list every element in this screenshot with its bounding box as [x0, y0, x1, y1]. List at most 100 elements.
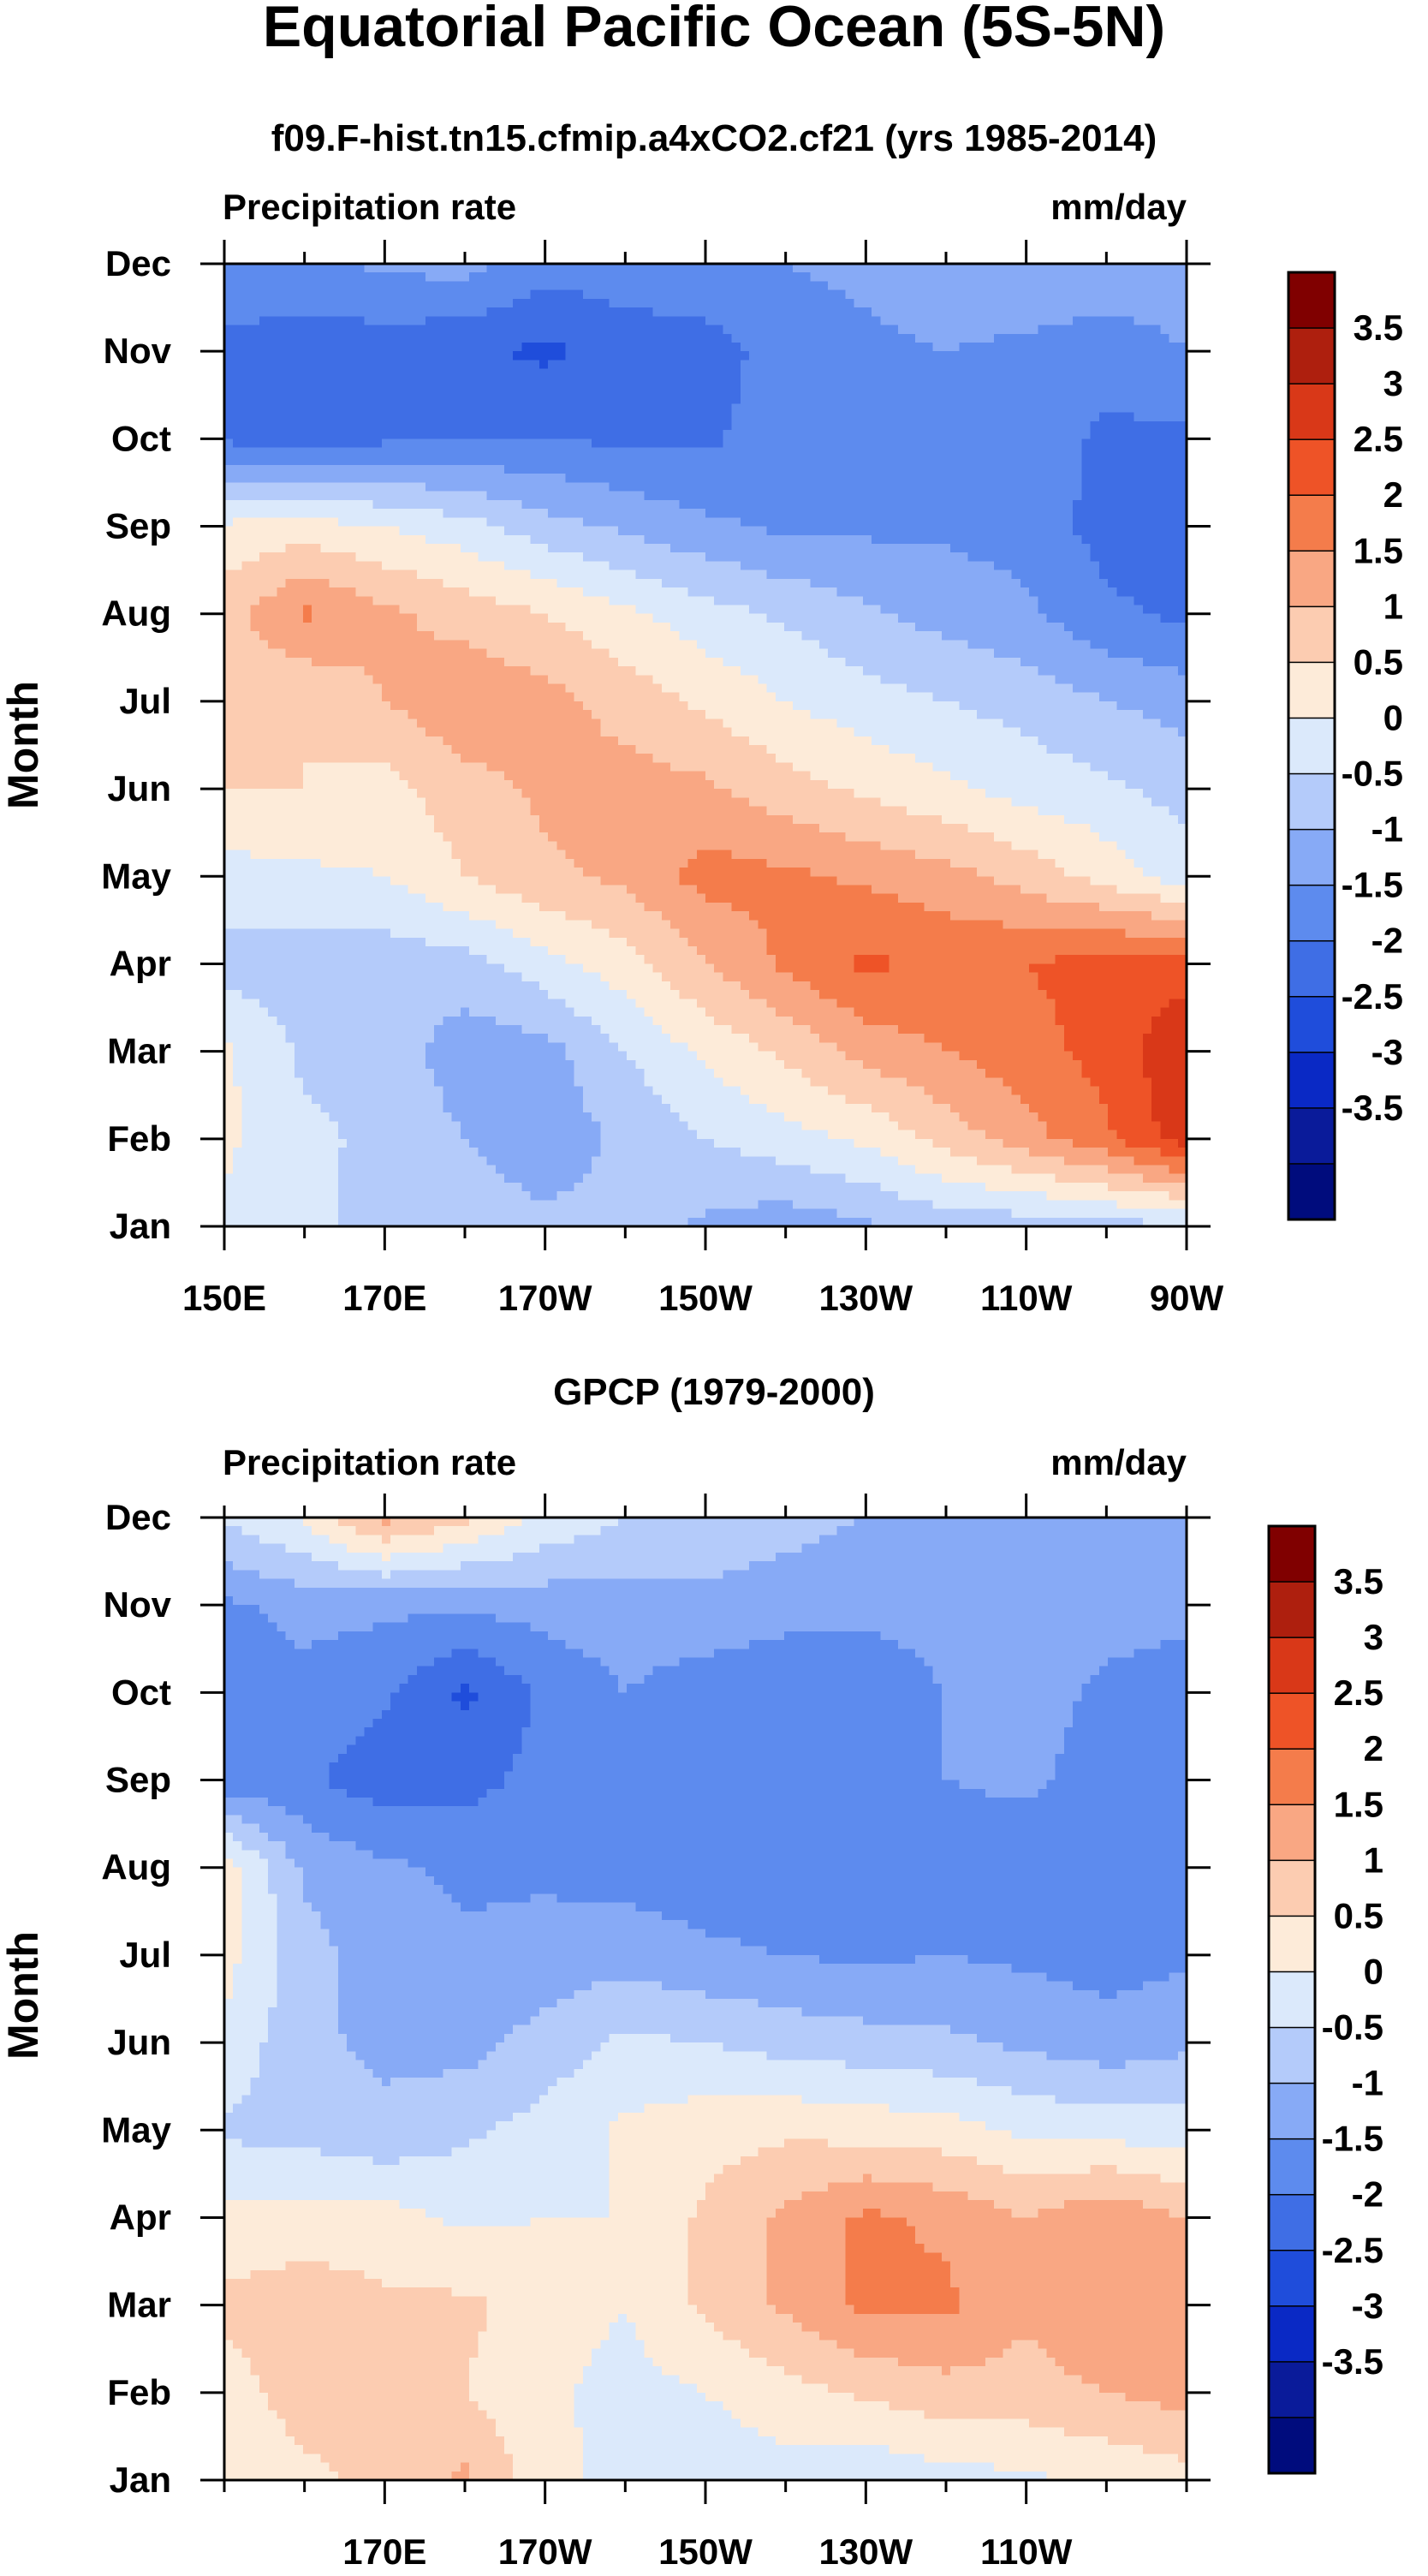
- contour-cell: [224, 2261, 287, 2271]
- contour-cell: [277, 1981, 339, 1991]
- contour-cell: [381, 692, 575, 702]
- contour-cell: [224, 2269, 252, 2280]
- contour-cell: [425, 316, 706, 326]
- contour-cell: [469, 2366, 584, 2376]
- contour-cell: [312, 1823, 1187, 1834]
- colorbar-box: [1268, 2305, 1316, 2364]
- contour-cell: [1055, 1771, 1187, 1781]
- contour-cell: [486, 264, 794, 273]
- contour-cell: [224, 333, 733, 343]
- contour-cell: [932, 692, 1100, 702]
- contour-cell: [478, 2340, 601, 2350]
- contour-cell: [250, 605, 304, 615]
- contour-cell: [224, 2051, 260, 2061]
- colorbar-box: [1288, 605, 1336, 664]
- contour-cell: [285, 543, 321, 553]
- contour-cell: [609, 2174, 715, 2184]
- contour-cell: [723, 2331, 820, 2341]
- contour-cell: [828, 648, 995, 659]
- contour-cell: [775, 955, 855, 965]
- contour-cell: [1073, 1709, 1187, 1720]
- contour-cell: [1116, 587, 1187, 597]
- contour-cell: [1108, 2436, 1187, 2446]
- contour-cell: [1177, 666, 1187, 676]
- contour-cell: [670, 762, 794, 772]
- contour-cell: [845, 1173, 943, 1184]
- contour-cell: [224, 1208, 339, 1219]
- contour-cell: [915, 2234, 1187, 2245]
- contour-cell: [259, 316, 366, 326]
- contour-cell: [337, 1130, 461, 1140]
- contour-cell: [241, 1937, 277, 1947]
- panel-gpcp: GPCP (1979-2000) Precipitation rate mm/d…: [0, 1371, 1383, 2572]
- contour-cell: [224, 1657, 435, 1667]
- contour-cell: [294, 1069, 435, 1078]
- x-axis: 150E 170E 170W 150W 130W 110W 90W: [182, 240, 1224, 1318]
- contour-cell: [372, 1719, 532, 1728]
- contour-cell: [302, 1077, 435, 1088]
- contour-cell: [337, 1989, 575, 2000]
- contour-cell: [268, 2401, 479, 2411]
- contour-cell: [723, 1077, 812, 1088]
- contour-cell: [967, 1954, 1187, 1965]
- contour-cell: [941, 1771, 1056, 1781]
- contour-cell: [1151, 1086, 1187, 1096]
- contour-cell: [1116, 701, 1187, 711]
- contour-cell: [582, 2445, 890, 2454]
- contour-cell: [425, 534, 532, 545]
- contour-cell: [994, 648, 1109, 659]
- contour-cell: [714, 2174, 864, 2184]
- contour-cell: [548, 2086, 1013, 2096]
- contour-cell: [600, 1024, 663, 1035]
- contour-cell: [1063, 1736, 1187, 1746]
- contour-cell: [783, 2138, 829, 2149]
- x-tick-label: 150W: [658, 1278, 753, 1318]
- contour-cell: [434, 1069, 575, 1078]
- contour-cell: [600, 1657, 680, 1667]
- contour-cell: [731, 789, 855, 798]
- contour-cell: [872, 736, 1038, 746]
- contour-cell: [224, 911, 470, 921]
- contour-cell: [434, 823, 540, 833]
- contour-cell: [548, 1578, 1187, 1589]
- colorbar-label: 3.5: [1354, 307, 1403, 348]
- contour-cell: [443, 1103, 584, 1113]
- contour-cell: [644, 1674, 934, 1685]
- contour-cell: [740, 377, 1187, 387]
- contour-cell: [241, 2348, 479, 2358]
- contour-cell: [443, 578, 557, 588]
- contour-cell: [582, 2427, 759, 2437]
- contour-cell: [268, 2024, 339, 2035]
- contour-cell: [224, 868, 374, 877]
- contour-cell: [495, 1165, 592, 1175]
- contour-cell: [233, 1981, 277, 1991]
- x-tick-label: 170E: [342, 2531, 426, 2572]
- contour-cell: [740, 561, 995, 571]
- contour-cell: [810, 578, 1021, 588]
- contour-cell: [538, 823, 820, 833]
- contour-cell: [617, 736, 750, 746]
- contour-cell: [277, 1989, 339, 2000]
- contour-cell: [469, 2357, 592, 2367]
- contour-cell: [381, 683, 567, 694]
- contour-cell: [268, 2033, 348, 2043]
- contour-cell: [1029, 2418, 1187, 2429]
- contour-cell: [845, 2296, 960, 2306]
- contour-cell: [224, 1780, 330, 1790]
- contour-cell: [399, 771, 505, 781]
- contour-cell: [224, 640, 269, 650]
- contour-cell: [862, 666, 1038, 676]
- contour-cell: [224, 482, 426, 492]
- contour-cell: [425, 2209, 610, 2219]
- contour-cell: [661, 2366, 785, 2376]
- contour-cell: [845, 1094, 934, 1105]
- contour-cell: [582, 2375, 680, 2385]
- contour-cell: [845, 2226, 916, 2236]
- colorbar-box: [1268, 1804, 1316, 1862]
- contour-cell: [1011, 2086, 1187, 2096]
- contour-cell: [670, 622, 785, 632]
- contour-cell: [530, 806, 768, 816]
- contour-cell: [1142, 1042, 1187, 1052]
- contour-cell: [285, 2261, 330, 2271]
- contour-cell: [941, 1719, 1074, 1728]
